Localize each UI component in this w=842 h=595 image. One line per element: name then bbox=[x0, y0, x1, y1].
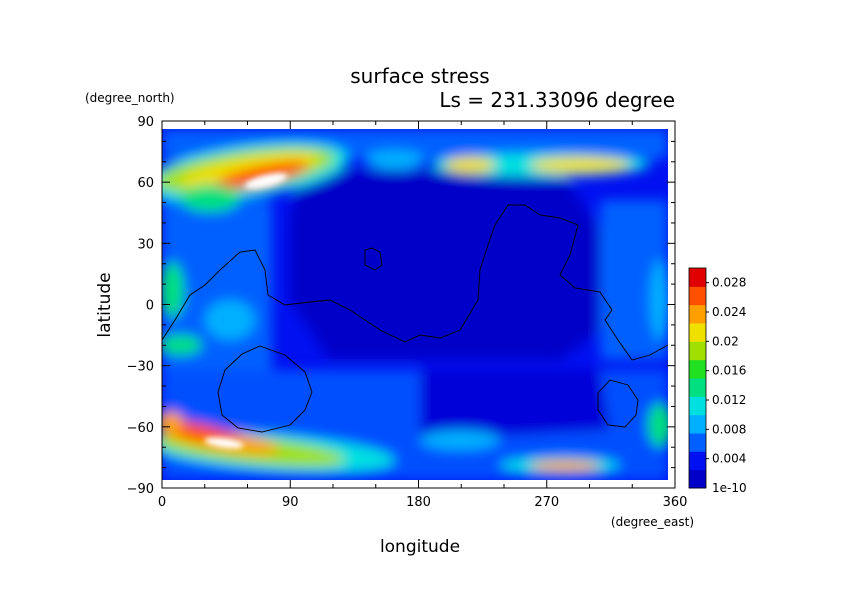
colorbar-swatch bbox=[689, 433, 706, 452]
y-tick-label: −60 bbox=[127, 421, 154, 436]
y-unit-label: (degree_north) bbox=[85, 91, 175, 105]
colorbar-tick-label: 0.024 bbox=[712, 305, 746, 319]
y-tick-label: −30 bbox=[127, 360, 154, 375]
y-axis: 90 60 30 0 −30 −60 −90 bbox=[127, 115, 675, 497]
y-tick-label: 90 bbox=[137, 115, 154, 130]
colorbar-tick-label: 0.012 bbox=[712, 393, 746, 407]
x-tick-label: 180 bbox=[406, 495, 431, 510]
x-tick-label: 360 bbox=[663, 495, 688, 510]
colorbar-swatch bbox=[689, 359, 706, 379]
heatmap-field bbox=[162, 129, 668, 480]
chart-subtitle: Ls = 231.33096 degree bbox=[439, 88, 675, 112]
colorbar-swatch bbox=[689, 341, 706, 361]
colorbar-swatch bbox=[689, 378, 706, 397]
chart-title: surface stress bbox=[350, 64, 489, 88]
colorbar: 1e-10 0.004 0.008 0.012 0.016 0.02 0.024 0.028 bbox=[688, 267, 747, 495]
y-axis-label: latitude bbox=[95, 272, 115, 337]
colorbar-swatch bbox=[689, 323, 706, 342]
colorbar-tick-label: 0.028 bbox=[712, 276, 746, 290]
colorbar-min-label: 1e-10 bbox=[712, 481, 747, 495]
colorbar-tick-label: 0.004 bbox=[712, 452, 746, 466]
contour-lines bbox=[162, 204, 668, 433]
y-tick-label: 60 bbox=[137, 176, 154, 191]
colorbar-tick-label: 0.016 bbox=[712, 364, 746, 378]
colorbar-swatch bbox=[689, 268, 706, 287]
colorbar-tick-label: 0.02 bbox=[712, 334, 739, 348]
x-tick-label: 270 bbox=[534, 495, 559, 510]
x-tick-label: 90 bbox=[282, 495, 299, 510]
x-tick-label: 0 bbox=[158, 495, 166, 510]
colorbar-swatch bbox=[689, 469, 706, 489]
colorbar-swatch bbox=[689, 396, 706, 416]
y-tick-label: −90 bbox=[127, 482, 154, 497]
colorbar-frame bbox=[688, 267, 707, 489]
x-unit-label: (degree_east) bbox=[611, 515, 694, 529]
y-tick-label: 0 bbox=[146, 299, 154, 314]
colorbar-swatch bbox=[689, 304, 706, 324]
colorbar-swatch bbox=[689, 286, 706, 306]
colorbar-swatch bbox=[689, 414, 706, 434]
x-axis-label: longitude bbox=[380, 537, 460, 557]
colorbar-tick-label: 0.008 bbox=[712, 422, 746, 436]
colorbar-swatch bbox=[689, 451, 706, 471]
x-axis: 0 90 180 270 360 bbox=[158, 121, 688, 510]
y-tick-label: 30 bbox=[137, 237, 154, 252]
